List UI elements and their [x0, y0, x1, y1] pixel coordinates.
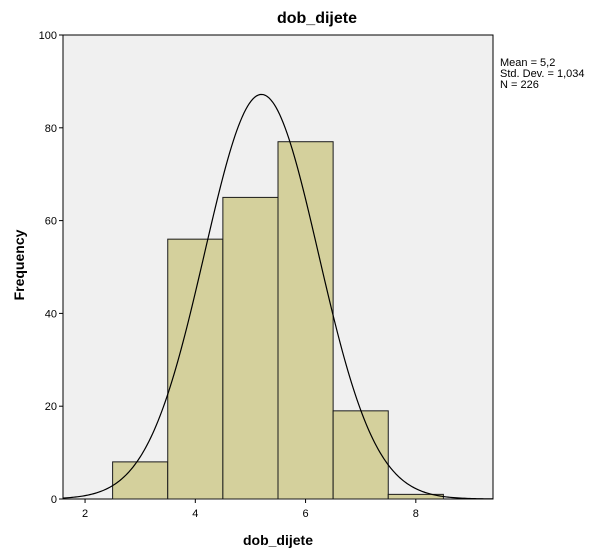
y-tick-label: 60 — [45, 216, 57, 228]
histogram-bar-4 — [277, 141, 334, 500]
x-tick-label: 8 — [413, 508, 419, 520]
y-tick-label: 100 — [39, 30, 57, 42]
stats-mean: Mean = 5,2 — [500, 57, 555, 69]
stats-std-dev: Std. Dev. = 1,034 — [500, 68, 585, 80]
x-tick-label: 6 — [303, 508, 309, 520]
chart-title: dob_dijete — [277, 10, 357, 27]
histogram-bar-5 — [332, 410, 389, 500]
x-tick-label: 2 — [82, 508, 88, 520]
bars-group — [112, 141, 444, 500]
x-axis-title: dob_dijete — [243, 532, 313, 548]
y-tick-label: 20 — [45, 401, 57, 413]
y-axis: 0 20 40 60 80 100 — [39, 30, 63, 506]
x-tick-label: 4 — [192, 508, 198, 520]
histogram-bar-1 — [112, 461, 169, 500]
statistics-legend: Mean = 5,2 Std. Dev. = 1,034 N = 226 — [500, 57, 585, 91]
y-axis-title: Frequency — [11, 229, 27, 300]
normal-curve — [62, 93, 494, 500]
y-tick-label: 0 — [51, 494, 57, 506]
histogram-bar-2 — [167, 238, 224, 500]
y-tick-label: 40 — [45, 308, 57, 320]
y-tick-label: 80 — [45, 123, 57, 135]
stats-n: N = 226 — [500, 79, 539, 91]
x-axis: 2 4 6 8 — [82, 499, 419, 520]
histogram-bar-3 — [222, 196, 279, 500]
